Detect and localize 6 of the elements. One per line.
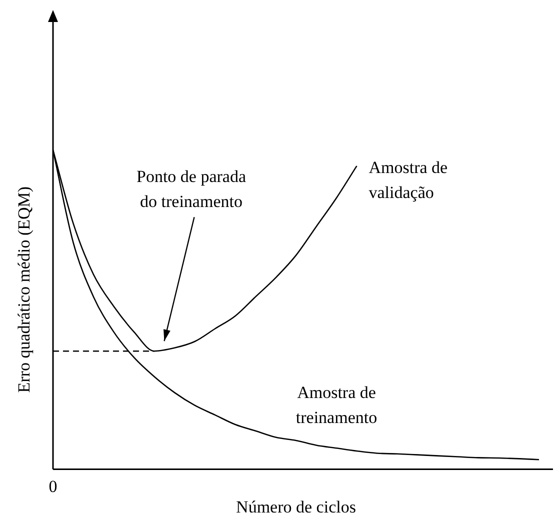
y-axis-title: Erro quadrático médio (EQM) [14,186,34,393]
x-axis-title: Número de ciclos [236,497,356,516]
series-label: Amostra de validação [368,158,448,202]
text: 0 [48,477,58,496]
series-label: Amostra de treinamento [296,383,378,428]
annotation: Ponto de parada do treinamento [136,167,246,212]
